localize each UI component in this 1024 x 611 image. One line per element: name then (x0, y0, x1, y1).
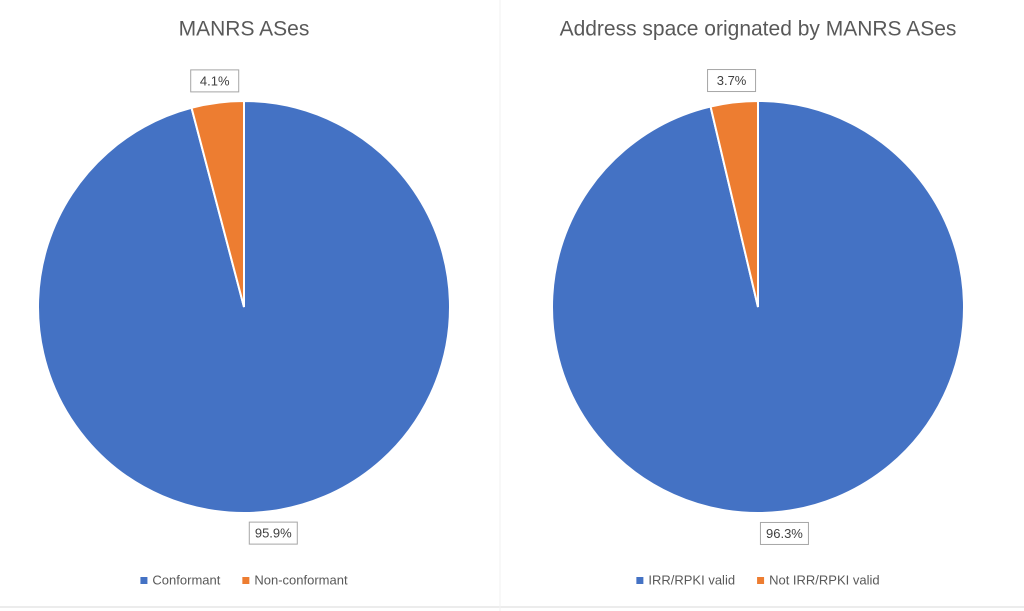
chart-title: MANRS ASes (179, 18, 310, 41)
legend-label: Conformant (152, 572, 220, 587)
legend-label: Non-conformant (254, 572, 348, 587)
pie-slice (551, 99, 965, 514)
data-label-text: 95.9% (255, 526, 292, 541)
data-label: 95.9% (248, 521, 298, 545)
data-label-text: 4.1% (200, 73, 230, 88)
data-label: 4.1% (190, 69, 240, 93)
data-label-box (759, 521, 809, 545)
data-label-text: 96.3% (766, 526, 803, 541)
legend: IRR/RPKI valid Not IRR/RPKI valid (636, 572, 880, 587)
pie-slice (190, 99, 245, 308)
data-label-box (707, 69, 757, 93)
legend-swatch (757, 577, 765, 584)
chart-title: Address space orignated by MANRS ASes (560, 18, 957, 41)
data-label-box (248, 521, 298, 545)
pie-slice (709, 99, 759, 308)
legend-swatch (636, 577, 644, 584)
legend: Conformant Non-conformant (140, 572, 348, 587)
legend-swatch (242, 577, 250, 584)
legend-label: Not IRR/RPKI valid (769, 572, 880, 587)
data-label-box (190, 69, 240, 93)
legend-swatch (140, 577, 148, 584)
data-label: 96.3% (759, 521, 809, 545)
data-label-text: 3.7% (717, 73, 747, 88)
data-label: 3.7% (707, 69, 757, 93)
legend-label: IRR/RPKI valid (648, 572, 735, 587)
